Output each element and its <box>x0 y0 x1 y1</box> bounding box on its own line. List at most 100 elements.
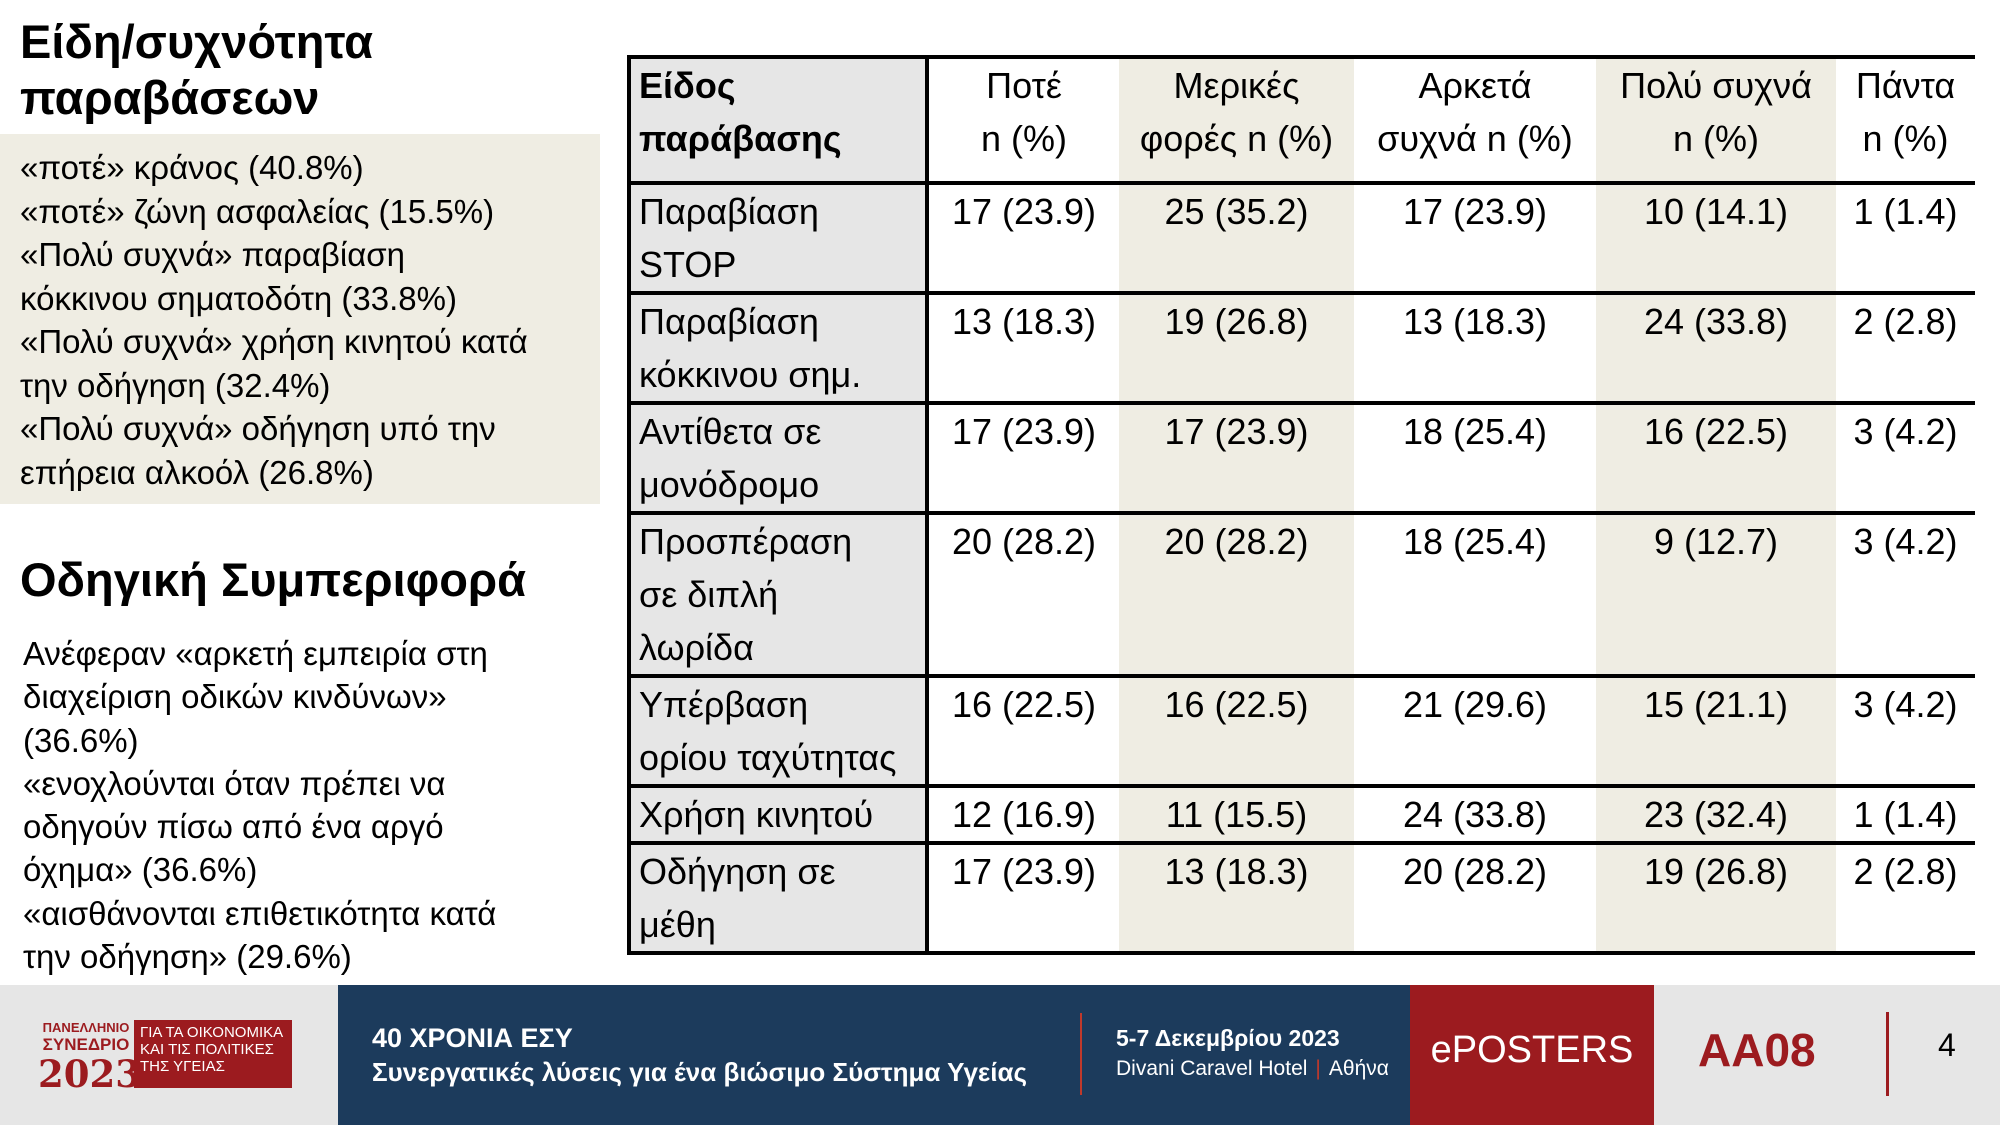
frequency-cell: 16 (22.5) <box>1119 676 1354 788</box>
violations-title: Είδη/συχνότητα παραβάσεων <box>20 15 374 124</box>
footer-banner: ΠΑΝΕΛΛΗΝΙΟ ΣΥΝΕΔΡΙΟ 2023 ΓΙΑ ΤΑ ΟΙΚΟΝΟΜΙ… <box>0 985 2000 1125</box>
frequency-cell: 16 (22.5) <box>927 676 1119 788</box>
violation-type-label: Οδήγηση σε μέθη <box>639 851 836 945</box>
logo-box-line: ΓΙΑ ΤΑ ΟΙΚΟΝΟΜΙΚΑ <box>140 1024 284 1041</box>
frequency-cell: 18 (25.4) <box>1354 403 1596 515</box>
code-divider <box>1886 1012 1889 1096</box>
frequency-cell: 17 (23.9) <box>927 183 1119 295</box>
behavior-item: (36.6%) <box>23 721 139 759</box>
frequency-cell: 3 (4.2) <box>1836 676 1975 788</box>
frequency-cell: 20 (28.2) <box>1119 513 1354 678</box>
violation-type-label: Αντίθετα σε μονόδρομο <box>639 411 822 505</box>
table-header-row: Είδος παράβασης Ποτέ n (%) Μερικές φορές n… <box>627 55 1975 185</box>
violation-item: την οδήγηση (32.4%) <box>20 366 331 404</box>
frequency-cell: 13 (18.3) <box>1119 843 1354 955</box>
behavior-title: Οδηγική Συμπεριφορά <box>20 553 526 606</box>
logo-line1: ΠΑΝΕΛΛΗΝΙΟ <box>42 1020 130 1035</box>
conference-logo: ΠΑΝΕΛΛΗΝΙΟ ΣΥΝΕΔΡΙΟ 2023 ΓΙΑ ΤΑ ΟΙΚΟΝΟΜΙ… <box>0 985 338 1125</box>
frequency-cell: 20 (28.2) <box>1354 843 1596 955</box>
violation-item: «ποτέ» κράνος (40.8%) <box>20 149 364 186</box>
logo-box-line: ΤΗΣ ΥΓΕΙΑΣ <box>140 1058 225 1075</box>
violation-type-label: Παραβίαση κόκκινου σημ. <box>639 301 862 395</box>
violation-type-cell: Χρήση κινητού <box>627 786 929 845</box>
column-header-label: Αρκετά συχνά n (%) <box>1377 65 1573 159</box>
venue-divider: | <box>1315 1057 1321 1080</box>
violation-item: «Πολύ συχνά» χρήση κινητού κατά <box>20 323 528 360</box>
frequency-cell: 9 (12.7) <box>1596 513 1836 678</box>
behavior-item: την οδήγηση» (29.6%) <box>23 938 352 976</box>
frequency-cell: 20 (28.2) <box>927 513 1119 678</box>
behavior-item: όχημα» (36.6%) <box>23 851 258 889</box>
table-row: Αντίθετα σε μονόδρομο 17 (23.9) 17 (23.9) 1… <box>627 403 1975 515</box>
violations-summary-box: «ποτέ» κράνος (40.8%) «ποτέ» ζώνη ασφαλεί… <box>0 134 600 504</box>
behavior-item: Ανέφεραν «αρκετή εμπειρία στη <box>23 635 488 672</box>
column-header-label: Ποτέ n (%) <box>980 65 1067 159</box>
frequency-cell: 1 (1.4) <box>1836 786 1975 845</box>
column-header: Μερικές φορές n (%) <box>1119 55 1354 185</box>
frequency-cell: 23 (32.4) <box>1596 786 1836 845</box>
frequency-cell: 19 (26.8) <box>1119 293 1354 405</box>
footer-subtitle: Συνεργατικές λύσεις για ένα βιώσιμο Σύστ… <box>372 1057 1027 1087</box>
violation-type-cell: Παραβίαση STOP <box>627 183 929 295</box>
table-row: Οδήγηση σε μέθη 17 (23.9) 13 (18.3) 20 (28.… <box>627 843 1975 955</box>
frequency-cell: 19 (26.8) <box>1596 843 1836 955</box>
footer-main: 40 ΧΡΟΝΙΑ ΕΣΥ Συνεργατικές λύσεις για έν… <box>338 985 1410 1125</box>
column-header: Αρκετά συχνά n (%) <box>1354 55 1596 185</box>
violation-item: «Πολύ συχνά» οδήγηση υπό την <box>20 410 496 447</box>
frequency-cell: 1 (1.4) <box>1836 183 1975 295</box>
footer-venue: Divani Caravel Hotel | Αθήνα <box>1116 1057 1389 1081</box>
column-header-label: Είδος παράβασης <box>639 65 842 159</box>
page-number: 4 <box>1938 1027 1956 1063</box>
column-header: Είδος παράβασης <box>627 55 929 185</box>
logo-year: 2023 <box>38 1052 141 1096</box>
frequency-cell: 13 (18.3) <box>1354 293 1596 405</box>
behavior-item: «ενοχλούνται όταν πρέπει να <box>23 764 446 802</box>
violation-item: κόκκινου σηματοδότη (33.8%) <box>20 279 457 317</box>
violation-type-label: Παραβίαση STOP <box>639 191 819 285</box>
table-row: Παραβίαση κόκκινου σημ. 13 (18.3) 19 (26.8… <box>627 293 1975 405</box>
logo-box-line: ΚΑΙ ΤΙΣ ΠΟΛΙΤΙΚΕΣ <box>140 1041 274 1058</box>
footer-title: 40 ΧΡΟΝΙΑ ΕΣΥ <box>372 1023 573 1053</box>
violation-type-cell: Οδήγηση σε μέθη <box>627 843 929 955</box>
violation-type-label: Χρήση κινητού <box>639 794 874 835</box>
violation-type-label: Προσπέραση σε διπλή λωρίδα <box>639 521 853 668</box>
footer-city: Αθήνα <box>1328 1057 1389 1080</box>
frequency-cell: 21 (29.6) <box>1354 676 1596 788</box>
violations-table: Είδος παράβασης Ποτέ n (%) Μερικές φορές n… <box>627 55 1975 955</box>
poster-code: AA08 <box>1698 1024 1816 1076</box>
frequency-cell: 2 (2.8) <box>1836 293 1975 405</box>
footer-divider <box>1080 1013 1082 1095</box>
column-header: Πάντα n (%) <box>1836 55 1975 185</box>
violation-item: «ποτέ» ζώνη ασφαλείας (15.5%) <box>20 192 495 230</box>
behavior-summary-text: Ανέφεραν «αρκετή εμπειρία στη διαχείριση … <box>23 632 603 978</box>
frequency-cell: 24 (33.8) <box>1596 293 1836 405</box>
violation-type-cell: Προσπέραση σε διπλή λωρίδα <box>627 513 929 678</box>
table-row: Παραβίαση STOP 17 (23.9) 25 (35.2) 17 (23.9… <box>627 183 1975 295</box>
behavior-item: διαχείριση οδικών κινδύνων» <box>23 678 447 716</box>
eposters-label: ePOSTERS <box>1430 1029 1634 1071</box>
column-header-label: Μερικές φορές n (%) <box>1139 65 1334 159</box>
frequency-cell: 2 (2.8) <box>1836 843 1975 955</box>
frequency-cell: 3 (4.2) <box>1836 513 1975 678</box>
violation-type-cell: Αντίθετα σε μονόδρομο <box>627 403 929 515</box>
behavior-item: «αισθάνονται επιθετικότητα κατά <box>23 894 497 932</box>
frequency-cell: 17 (23.9) <box>1119 403 1354 515</box>
column-header: Ποτέ n (%) <box>927 55 1119 185</box>
eposters-badge: ePOSTERS <box>1410 985 1654 1125</box>
violation-type-label: Υπέρβαση ορίου ταχύτητας <box>639 684 897 778</box>
frequency-cell: 10 (14.1) <box>1596 183 1836 295</box>
frequency-cell: 13 (18.3) <box>927 293 1119 405</box>
frequency-cell: 18 (25.4) <box>1354 513 1596 678</box>
violation-type-cell: Παραβίαση κόκκινου σημ. <box>627 293 929 405</box>
table-row: Υπέρβαση ορίου ταχύτητας 16 (22.5) 16 (22.… <box>627 676 1975 788</box>
logo-line2: ΣΥΝΕΔΡΙΟ <box>42 1035 130 1054</box>
frequency-cell: 17 (23.9) <box>927 403 1119 515</box>
frequency-cell: 17 (23.9) <box>927 843 1119 955</box>
footer-dates: 5-7 Δεκεμβρίου 2023 <box>1116 1025 1340 1051</box>
table-row: Προσπέραση σε διπλή λωρίδα 20 (28.2) 20 (2… <box>627 513 1975 678</box>
column-header: Πολύ συχνά n (%) <box>1596 55 1836 185</box>
frequency-cell: 24 (33.8) <box>1354 786 1596 845</box>
frequency-cell: 11 (15.5) <box>1119 786 1354 845</box>
frequency-cell: 17 (23.9) <box>1354 183 1596 295</box>
frequency-cell: 25 (35.2) <box>1119 183 1354 295</box>
